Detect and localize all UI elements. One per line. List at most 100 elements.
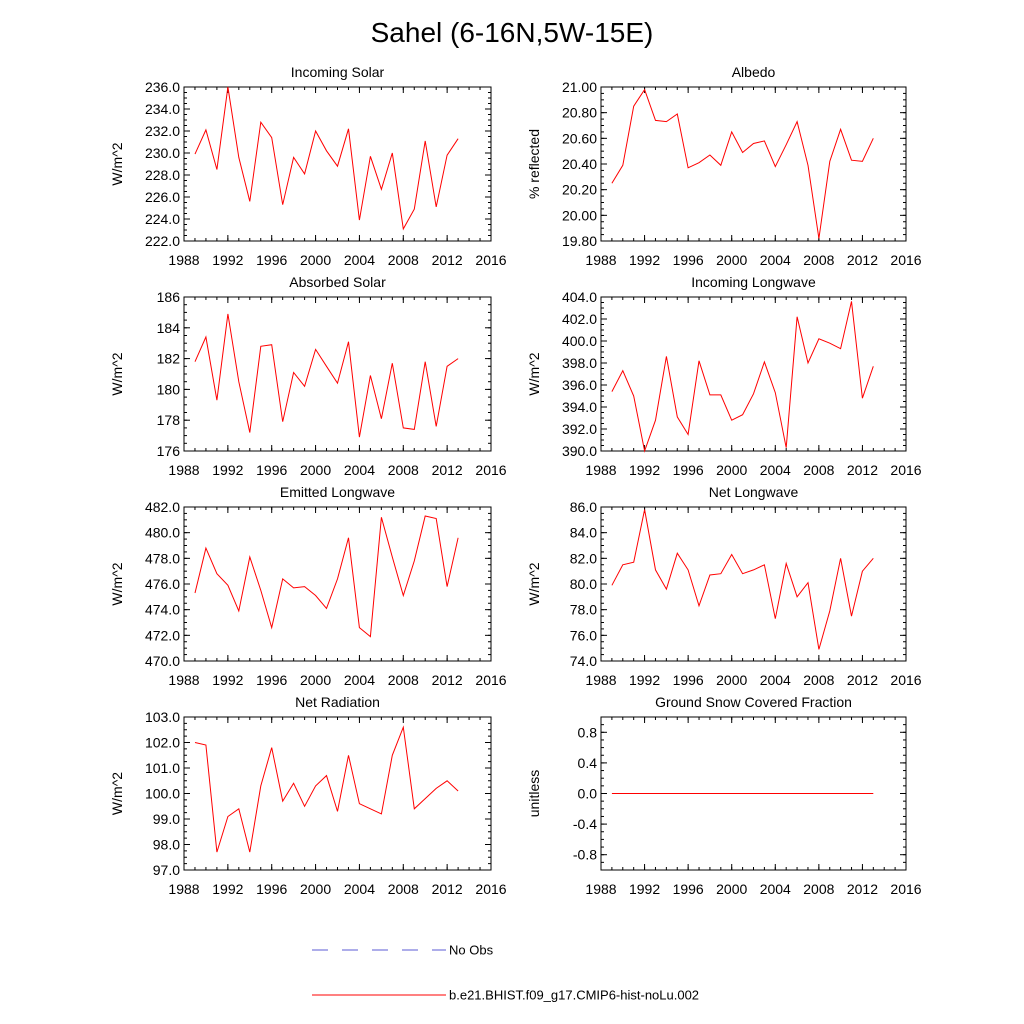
y-tick-label: 182 [157,351,181,367]
chart-panel: 1988 1992 1996 2000 2004 2008 2012 2016 19.80 20.… [526,64,922,268]
series-line [194,86,459,231]
x-tick-label: 1992 [212,881,243,897]
y-tick-label: 472.0 [145,627,180,643]
x-tick-label: 1996 [256,462,287,478]
y-tick-label: 234.0 [145,101,180,117]
x-tick-label: 2008 [803,881,834,897]
x-tick-label: 2012 [847,672,878,688]
plot-frame [600,506,907,662]
y-tick-label: 232.0 [145,123,180,139]
x-tick-label: 2000 [300,252,331,268]
x-tick-label: 1992 [212,672,243,688]
plot-frame [600,296,907,452]
x-tick-label: 2016 [890,672,921,688]
chart-panel: 1988 1992 1996 2000 2004 2008 2012 2016 222.0 224… [109,64,507,268]
x-tick-label: 1988 [168,462,199,478]
x-tick-label: 2004 [760,252,791,268]
y-tick-label: 230.0 [145,145,180,161]
y-tick-label: 470.0 [145,653,180,669]
series-line [194,515,459,638]
y-tick-label: 186 [157,289,181,305]
chart-panel: 1988 1992 1996 2000 2004 2008 2012 2016 -0.8 -0.4… [526,694,922,897]
y-tick-label: 100.0 [145,786,180,802]
plot-frame [600,86,907,242]
series-line [611,88,874,239]
x-tick-label: 1992 [212,252,243,268]
y-axis-label: W/m^2 [109,772,125,815]
y-axis-label: W/m^2 [109,142,125,185]
chart-panel: 1988 1992 1996 2000 2004 2008 2012 2016 390.0 392… [526,274,922,478]
x-tick-label: 2004 [760,672,791,688]
y-tick-label: 180 [157,381,181,397]
y-tick-label: 19.80 [562,233,597,249]
x-tick-label: 1988 [585,881,616,897]
x-tick-label: 1996 [673,672,704,688]
y-axis-label: unitless [526,770,542,817]
x-tick-label: 2004 [760,881,791,897]
x-tick-label: 2000 [300,672,331,688]
y-tick-label: 390.0 [562,443,597,459]
x-tick-label: 1992 [629,672,660,688]
y-tick-label: 86.0 [570,499,597,515]
panel-title: Emitted Longwave [280,484,395,500]
x-tick-label: 1996 [673,881,704,897]
y-tick-label: 84.0 [570,525,597,541]
x-tick-label: 1988 [168,252,199,268]
y-tick-label: 20.60 [562,130,597,146]
y-tick-label: -0.8 [573,847,597,863]
chart-panel: 1988 1992 1996 2000 2004 2008 2012 2016 176 178 18… [109,274,507,478]
panel-title: Net Radiation [295,694,380,710]
x-tick-label: 1996 [256,881,287,897]
x-tick-label: 1988 [585,462,616,478]
x-tick-label: 2012 [432,462,463,478]
panels: 1988 1992 1996 2000 2004 2008 2012 2016 222.0 224… [109,64,922,897]
y-tick-label: 178 [157,412,181,428]
series-line [194,725,459,853]
x-tick-label: 1992 [629,252,660,268]
x-tick-label: 2012 [432,252,463,268]
legend-model-label: b.e21.BHIST.f09_g17.CMIP6-hist-noLu.002 [449,988,699,1003]
x-tick-label: 2016 [475,672,506,688]
panel-title: Albedo [732,64,776,80]
x-tick-label: 2008 [803,462,834,478]
x-tick-label: 2004 [344,462,375,478]
plot-frame [183,506,492,662]
x-tick-label: 1988 [585,252,616,268]
y-tick-label: 97.0 [153,862,180,878]
y-tick-label: 102.0 [145,735,180,751]
x-tick-label: 1992 [629,462,660,478]
y-tick-label: 474.0 [145,602,180,618]
x-tick-label: 2008 [388,252,419,268]
y-tick-label: 400.0 [562,333,597,349]
y-tick-label: 20.20 [562,182,597,198]
x-tick-label: 1992 [212,462,243,478]
y-tick-label: 98.0 [153,837,180,853]
x-tick-label: 1996 [673,462,704,478]
y-tick-label: 0.8 [578,724,598,740]
figure-title: Sahel (6-16N,5W-15E) [371,17,654,48]
x-tick-label: 2012 [847,252,878,268]
y-axis-label: W/m^2 [109,562,125,605]
panel-title: Incoming Solar [291,64,385,80]
x-tick-label: 2012 [847,881,878,897]
chart-panel: 1988 1992 1996 2000 2004 2008 2012 2016 97.0 98.0… [109,694,507,897]
y-tick-label: 0.4 [578,755,598,771]
plot-frame [183,296,492,452]
y-tick-label: 222.0 [145,233,180,249]
x-tick-label: 2004 [344,672,375,688]
y-tick-label: 226.0 [145,189,180,205]
x-tick-label: 1996 [256,252,287,268]
y-tick-label: 80.0 [570,576,597,592]
x-tick-label: 1996 [673,252,704,268]
y-tick-label: 236.0 [145,79,180,95]
x-tick-label: 2000 [300,462,331,478]
y-tick-label: 402.0 [562,311,597,327]
x-tick-label: 2012 [847,462,878,478]
y-tick-label: 103.0 [145,709,180,725]
y-tick-label: 74.0 [570,653,597,669]
x-tick-label: 2016 [890,462,921,478]
x-tick-label: 2008 [803,672,834,688]
legend-obs-label: No Obs [449,943,494,958]
x-tick-label: 2000 [716,881,747,897]
y-tick-label: 20.40 [562,156,597,172]
